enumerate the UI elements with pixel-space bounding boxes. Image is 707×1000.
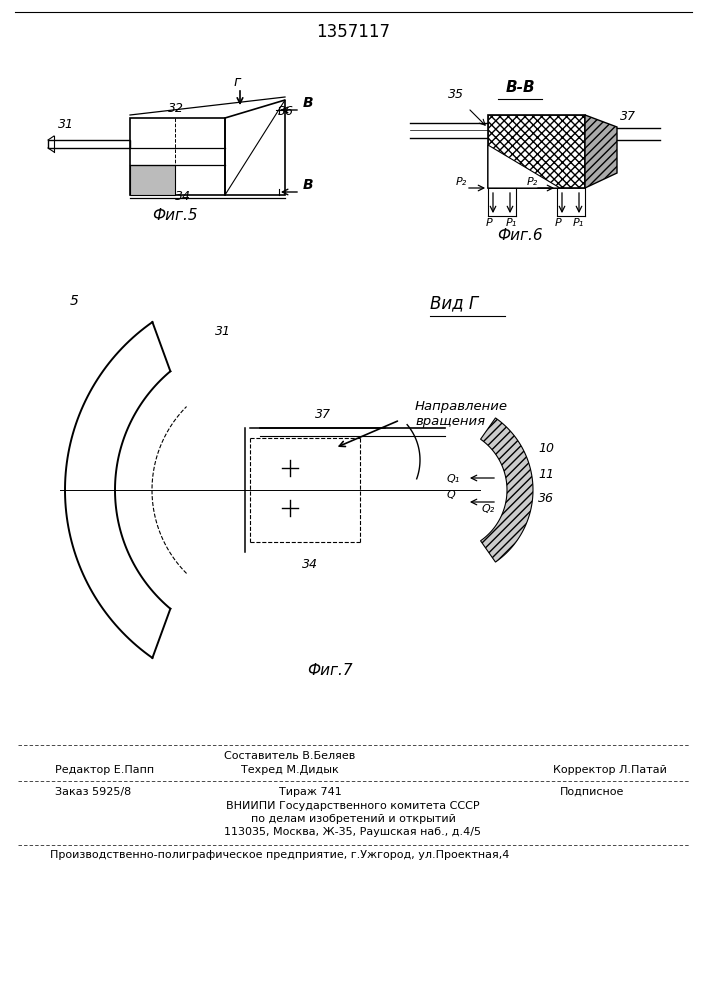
Text: В-В: В-В xyxy=(506,80,534,95)
Text: 10: 10 xyxy=(538,442,554,455)
Text: Фиг.6: Фиг.6 xyxy=(497,228,543,243)
Polygon shape xyxy=(130,165,175,195)
Text: Фиг.7: Фиг.7 xyxy=(307,663,353,678)
Text: Направление
вращения: Направление вращения xyxy=(415,400,508,428)
Text: Подписное: Подписное xyxy=(560,787,624,797)
Text: В: В xyxy=(303,96,314,110)
Text: г: г xyxy=(233,75,240,89)
Text: P₂: P₂ xyxy=(527,177,538,187)
Polygon shape xyxy=(488,145,560,188)
Text: 113035, Москва, Ж-35, Раушская наб., д.4/5: 113035, Москва, Ж-35, Раушская наб., д.4… xyxy=(225,827,481,837)
Text: P: P xyxy=(555,218,562,228)
Polygon shape xyxy=(488,115,585,188)
Text: В: В xyxy=(303,178,314,192)
Text: по делам изобретений и открытий: по делам изобретений и открытий xyxy=(250,814,455,824)
Text: 1357117: 1357117 xyxy=(316,23,390,41)
Text: 34: 34 xyxy=(302,558,318,571)
Text: 34: 34 xyxy=(175,190,191,203)
Text: Q₂: Q₂ xyxy=(482,504,495,514)
Polygon shape xyxy=(481,418,533,562)
Text: P₂: P₂ xyxy=(456,177,467,187)
Text: Производственно-полиграфическое предприятие, г.Ужгород, ул.Проектная,4: Производственно-полиграфическое предприя… xyxy=(50,850,509,860)
Text: 35: 35 xyxy=(448,88,464,101)
Text: Техред М.Дидык: Техред М.Дидык xyxy=(241,765,339,775)
Text: 31: 31 xyxy=(215,325,231,338)
Text: Редактор Е.Папп: Редактор Е.Папп xyxy=(55,765,154,775)
Text: Тираж 741: Тираж 741 xyxy=(279,787,341,797)
Text: Фиг.5: Фиг.5 xyxy=(152,208,198,223)
Text: 5: 5 xyxy=(70,294,79,308)
Text: 37: 37 xyxy=(315,408,331,421)
Text: 31: 31 xyxy=(58,118,74,131)
Text: P₁: P₁ xyxy=(573,218,584,228)
Text: 11: 11 xyxy=(538,468,554,481)
Text: Q₁: Q₁ xyxy=(447,474,460,484)
Polygon shape xyxy=(585,115,617,188)
Text: ВНИИПИ Государственного комитета СССР: ВНИИПИ Государственного комитета СССР xyxy=(226,801,480,811)
Text: 36: 36 xyxy=(278,105,294,118)
Text: P₁: P₁ xyxy=(506,218,518,228)
Text: Составитель В.Беляев: Составитель В.Беляев xyxy=(224,751,356,761)
Text: P: P xyxy=(486,218,493,228)
Text: 36: 36 xyxy=(538,492,554,505)
Text: Заказ 5925/8: Заказ 5925/8 xyxy=(55,787,132,797)
Text: 37: 37 xyxy=(620,110,636,123)
Text: Вид Г: Вид Г xyxy=(430,294,478,312)
Text: Q: Q xyxy=(447,490,456,500)
Text: 32: 32 xyxy=(168,102,184,115)
Text: Корректор Л.Патай: Корректор Л.Патай xyxy=(553,765,667,775)
